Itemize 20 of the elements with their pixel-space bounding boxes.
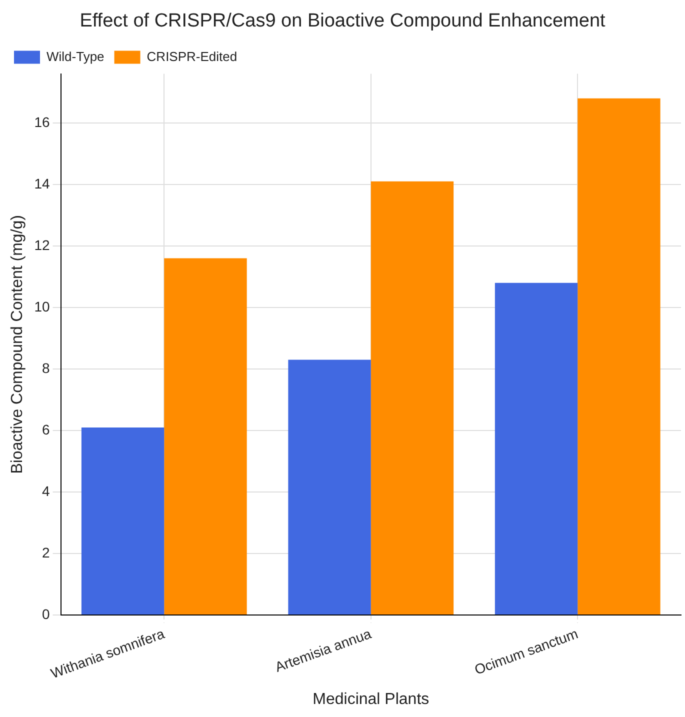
y-axis-title: Bioactive Compound Content (mg/g): [9, 215, 26, 474]
legend-label: CRISPR-Edited: [146, 48, 238, 64]
y-tick-label: 14: [34, 175, 50, 192]
legend-label: Wild-Type: [46, 48, 104, 64]
y-tick-label: 10: [34, 298, 50, 314]
bar: [578, 98, 660, 615]
y-tick-label: 12: [34, 236, 50, 253]
bar: [288, 360, 371, 615]
y-tick-label: 4: [42, 482, 50, 499]
y-tick-label: 16: [34, 114, 50, 130]
bar: [370, 181, 454, 615]
y-tick-label: 0: [42, 606, 50, 622]
bar: [81, 427, 164, 615]
bar: [494, 282, 578, 615]
y-tick-label: 6: [42, 421, 50, 438]
y-tick-label: 2: [42, 544, 50, 560]
x-axis-title: Medicinal Plants: [312, 690, 430, 708]
chart-title: Effect of CRISPR/Cas9 on Bioactive Compound Enhancement: [80, 10, 606, 32]
y-tick-label: 8: [42, 360, 50, 376]
bar: [164, 258, 247, 615]
